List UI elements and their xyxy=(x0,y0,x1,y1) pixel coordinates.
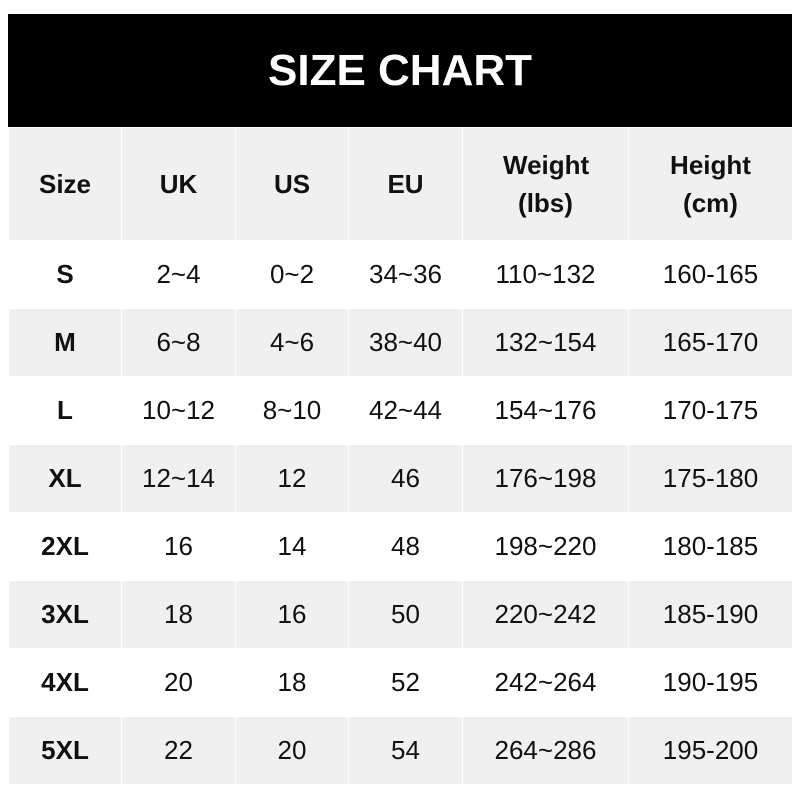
table-row: 3XL 18 16 50 220~242 185-190 xyxy=(8,580,793,649)
table-cell: 52 xyxy=(348,648,463,717)
table-cell: 12~14 xyxy=(121,444,236,513)
table-cell: 22 xyxy=(121,716,236,785)
table-row: M 6~8 4~6 38~40 132~154 165-170 xyxy=(8,308,793,377)
size-cell: 2XL xyxy=(8,512,122,581)
size-cell: M xyxy=(8,308,122,377)
table-cell: 12 xyxy=(235,444,349,513)
table-cell: 48 xyxy=(348,512,463,581)
table-cell: 132~154 xyxy=(462,308,629,377)
table-cell: 110~132 xyxy=(462,240,629,309)
table-cell: 0~2 xyxy=(235,240,349,309)
table-cell: 6~8 xyxy=(121,308,236,377)
table-cell: 38~40 xyxy=(348,308,463,377)
column-header: Weight (lbs) xyxy=(462,127,629,241)
column-header: EU xyxy=(348,127,463,241)
table-cell: 20 xyxy=(121,648,236,717)
table-cell: 242~264 xyxy=(462,648,629,717)
table-cell: 10~12 xyxy=(121,376,236,445)
table-cell: 176~198 xyxy=(462,444,629,513)
table-cell: 18 xyxy=(235,648,349,717)
size-cell: 5XL xyxy=(8,716,122,785)
table-cell: 34~36 xyxy=(348,240,463,309)
table-cell: 154~176 xyxy=(462,376,629,445)
table-cell: 264~286 xyxy=(462,716,629,785)
page-title: SIZE CHART xyxy=(8,14,792,127)
table-cell: 8~10 xyxy=(235,376,349,445)
table-cell: 46 xyxy=(348,444,463,513)
table-cell: 18 xyxy=(121,580,236,649)
table-cell: 198~220 xyxy=(462,512,629,581)
table-row: XL 12~14 12 46 176~198 175-180 xyxy=(8,444,793,513)
table-row: L 10~12 8~10 42~44 154~176 170-175 xyxy=(8,376,793,445)
table-cell: 16 xyxy=(121,512,236,581)
table-cell: 2~4 xyxy=(121,240,236,309)
table-cell: 185-190 xyxy=(628,580,793,649)
table-cell: 190-195 xyxy=(628,648,793,717)
size-cell: XL xyxy=(8,444,122,513)
table-row: S 2~4 0~2 34~36 110~132 160-165 xyxy=(8,240,793,309)
table-cell: 54 xyxy=(348,716,463,785)
column-header: US xyxy=(235,127,349,241)
size-cell: 4XL xyxy=(8,648,122,717)
table-cell: 180-185 xyxy=(628,512,793,581)
table-row: 5XL 22 20 54 264~286 195-200 xyxy=(8,716,793,785)
size-cell: L xyxy=(8,376,122,445)
table-cell: 175-180 xyxy=(628,444,793,513)
header-row: Size UK US EU Weight (lbs) Height (cm) xyxy=(8,127,793,241)
table-cell: 170-175 xyxy=(628,376,793,445)
table-cell: 42~44 xyxy=(348,376,463,445)
table-cell: 220~242 xyxy=(462,580,629,649)
column-header: Size xyxy=(8,127,122,241)
column-header: Height (cm) xyxy=(628,127,793,241)
table-row: 2XL 16 14 48 198~220 180-185 xyxy=(8,512,793,581)
size-cell: S xyxy=(8,240,122,309)
table-cell: 4~6 xyxy=(235,308,349,377)
table-cell: 20 xyxy=(235,716,349,785)
size-cell: 3XL xyxy=(8,580,122,649)
size-chart-table: Size UK US EU Weight (lbs) Height (cm) S 2~4 0~… xyxy=(8,127,793,785)
table-cell: 16 xyxy=(235,580,349,649)
table-cell: 195-200 xyxy=(628,716,793,785)
table-cell: 50 xyxy=(348,580,463,649)
column-header: UK xyxy=(121,127,236,241)
table-cell: 165-170 xyxy=(628,308,793,377)
table-row: 4XL 20 18 52 242~264 190-195 xyxy=(8,648,793,717)
table-cell: 14 xyxy=(235,512,349,581)
table-cell: 160-165 xyxy=(628,240,793,309)
